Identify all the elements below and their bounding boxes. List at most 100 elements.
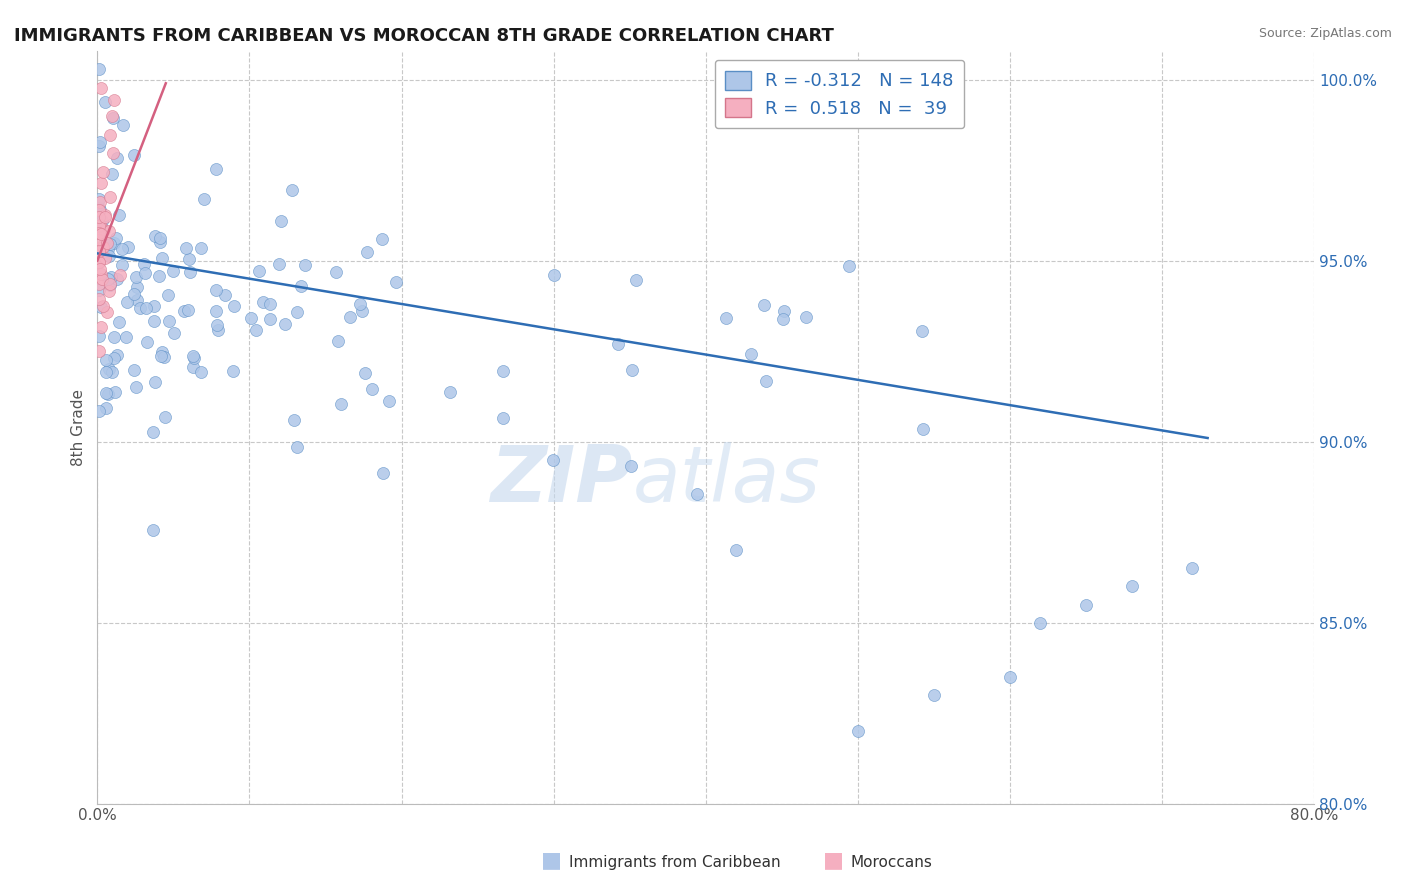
Point [98,190,121,204]
Point [87,210,110,224]
Point [148,268,170,283]
Point [90,267,112,281]
Point [153,351,176,365]
Point [285,441,308,455]
Point [94,252,117,266]
Point [269,257,291,271]
Point [349,297,371,311]
Point [492,410,515,425]
Point [96,235,118,250]
Point [1121,579,1143,593]
Point [87,328,110,343]
Point [87,343,110,358]
Point [716,311,738,326]
Point [105,271,128,285]
Text: ■: ■ [823,850,844,870]
Point [100,109,122,123]
Point [98,277,121,291]
Point [89,135,111,149]
Point [122,363,145,377]
Point [329,397,352,411]
Point [153,410,176,425]
Point [90,227,112,241]
Point [922,688,945,702]
Point [103,93,125,107]
Point [104,384,127,399]
Point [339,310,361,324]
Point [190,365,212,379]
Point [135,334,157,349]
Point [150,345,173,359]
Point [157,288,180,302]
Point [998,670,1021,684]
Point [439,384,461,399]
Point [87,193,110,207]
Point [142,523,165,537]
Point [371,466,394,480]
Point [87,202,110,217]
Point [107,315,129,329]
Point [328,334,350,348]
Point [149,231,172,245]
Point [103,351,125,365]
Point [207,323,229,337]
Point [87,219,110,233]
Point [110,268,132,282]
Point [179,265,201,279]
Point [98,128,121,142]
Point [794,310,817,325]
Point [93,208,115,222]
Y-axis label: 8th Grade: 8th Grade [72,389,86,466]
Point [1181,561,1204,575]
Point [125,270,148,285]
Point [624,273,647,287]
Point [773,303,796,318]
Point [173,304,195,318]
Point [177,303,200,318]
Point [740,347,762,361]
Point [97,224,120,238]
Point [143,228,166,243]
Point [492,364,515,378]
Point [98,237,121,252]
Point [90,320,112,334]
Point [755,374,778,388]
Legend: R = -0.312   N = 148, R =  0.518   N =  39: R = -0.312 N = 148, R = 0.518 N = 39 [714,60,965,128]
Point [122,286,145,301]
Point [378,394,401,409]
Point [94,353,117,368]
Point [135,301,157,315]
Point [89,138,111,153]
Point [177,252,200,266]
Point [259,296,281,310]
Point [149,349,172,363]
Point [89,203,111,218]
Point [162,264,184,278]
Point [115,330,138,344]
Point [224,299,246,313]
Point [101,167,124,181]
Point [620,459,643,474]
Point [725,543,748,558]
Point [87,255,110,269]
Point [259,312,281,326]
Point [91,165,114,179]
Point [290,279,312,293]
Point [87,292,110,306]
Point [205,304,228,318]
Point [239,311,262,326]
Point [103,235,125,250]
Point [294,258,316,272]
Point [103,111,125,125]
Point [543,268,565,282]
Point [685,486,707,500]
Point [105,151,128,165]
Point [607,337,630,351]
Point [105,348,128,362]
Point [157,314,180,328]
Point [205,283,228,297]
Point [1029,615,1052,630]
Point [90,213,112,227]
Point [104,230,127,244]
Point [87,201,110,215]
